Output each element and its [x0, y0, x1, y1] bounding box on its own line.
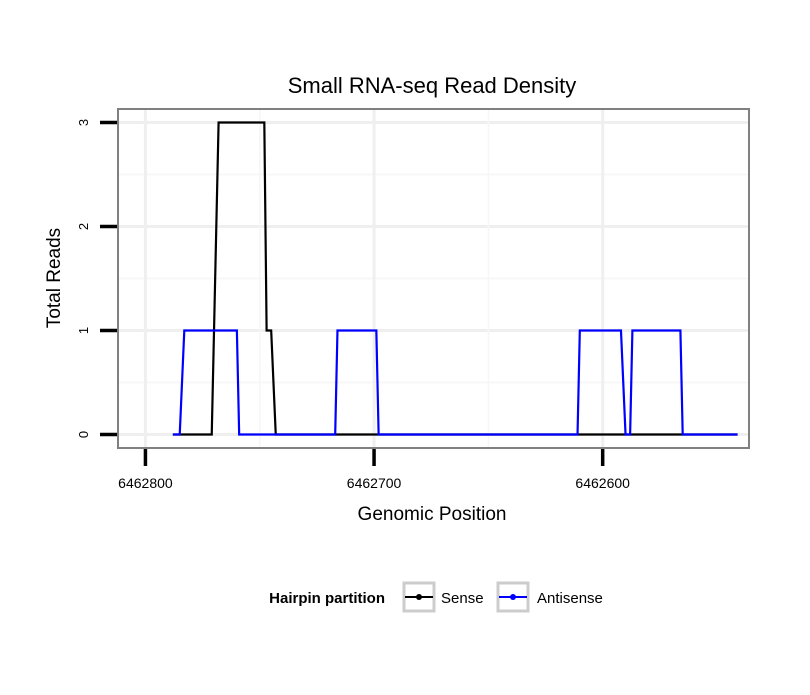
legend-label-antisense: Antisense: [537, 590, 603, 607]
y-tick-label: 3: [76, 119, 91, 126]
chart-title: Small RNA-seq Read Density: [288, 73, 577, 98]
legend-point-antisense: [510, 594, 516, 600]
y-tick-label: 0: [76, 431, 91, 438]
x-tick-label: 6462700: [347, 475, 402, 491]
legend-label-sense: Sense: [441, 590, 484, 607]
legend-title: Hairpin partition: [269, 590, 385, 607]
plot-border: [117, 108, 750, 449]
x-tick-label: 6462600: [575, 475, 630, 491]
x-tick-label: 6462800: [118, 475, 173, 491]
y-tick-label: 2: [76, 223, 91, 230]
y-axis-label: Total Reads: [44, 228, 65, 328]
y-tick-label: 1: [76, 327, 91, 334]
series-line-antisense: [172, 329, 738, 436]
legend: Hairpin partition Sense Antisense: [269, 581, 603, 613]
x-axis-label: Genomic Position: [358, 504, 507, 525]
legend-point-sense: [416, 594, 422, 600]
